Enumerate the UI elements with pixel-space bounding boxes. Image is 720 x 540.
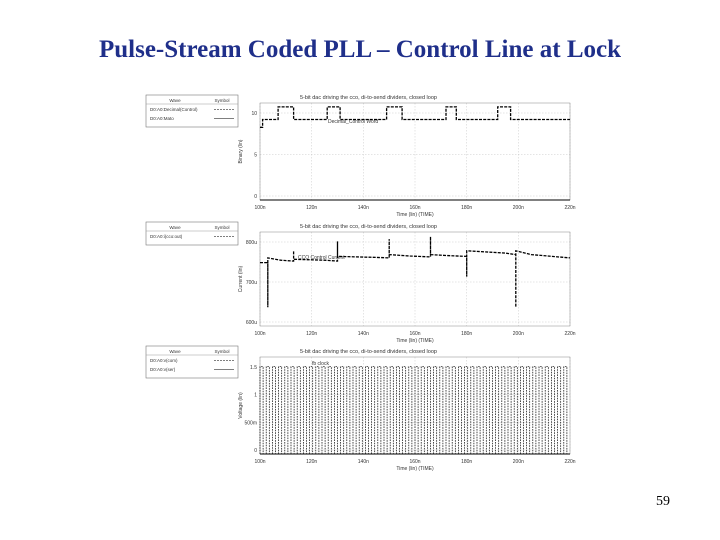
x-tick-label: 120n [306,331,317,337]
legend: Wave Symbol D0:A0:i(cco:out) [145,221,239,246]
x-axis-label: Time (lin) (TIME) [396,466,434,472]
chart-panel-3: Wave Symbol D0:A0:v(com) D0:A0:v(ser) 5-bit … [145,345,576,472]
x-tick-label: 120n [306,205,317,211]
x-tick-label: 160n [409,205,420,211]
y-tick-label: 10 [251,111,257,117]
legend-header-wave: Wave [169,349,181,354]
legend: Wave Symbol D0:A0:v(com) D0:A0:v(ser) [145,345,239,379]
legend-item: D0:A0:v(ser) [150,367,176,372]
series-line-1 [259,366,570,455]
legend-header-wave: Wave [169,98,181,103]
chart-panel-2: Wave Symbol D0:A0:i(cco:out) 5-bit dac driv… [145,221,576,344]
legend-item: D0:A0:i(cco:out) [150,234,183,239]
chart-annotation: fb clock [312,361,329,367]
x-tick-label: 200n [513,205,524,211]
y-tick-label: 800u [246,240,257,246]
legend-header-symbol: Symbol [214,98,229,103]
x-tick-label: 140n [358,459,369,465]
x-axis-label: Time (lin) (TIME) [396,212,434,218]
y-tick-label: 0 [254,448,257,454]
legend-header-symbol: Symbol [214,349,229,354]
legend-header-wave: Wave [169,225,181,230]
chart-panel-1: Wave Symbol D0:A0:Decimal(Control) D0:A0:Ma… [145,94,576,218]
legend-item: D0:A0:Mato [150,116,174,121]
x-tick-label: 120n [306,459,317,465]
y-tick-label: 1 [254,393,257,399]
y-tick-label: 600u [246,320,257,326]
x-tick-label: 100n [254,459,265,465]
x-tick-label: 200n [513,331,524,337]
y-axis-label: Current (lin) [238,265,244,292]
legend-box [145,345,239,379]
x-tick-label: 160n [409,331,420,337]
x-tick-label: 140n [358,205,369,211]
x-tick-label: 220n [564,205,575,211]
chart-annotation: CCO Control Current [298,255,345,261]
x-tick-label: 220n [564,459,575,465]
x-tick-label: 160n [409,459,420,465]
x-axis-label: Time (lin) (TIME) [396,338,434,344]
plot-frame [259,231,571,327]
x-tick-label: 180n [461,205,472,211]
series-line-1 [260,106,570,128]
x-tick-label: 180n [461,331,472,337]
y-tick-label: 700u [246,280,257,286]
chart-title: 5-bit dac driving the cco, di-to-send di… [300,224,437,230]
legend: Wave Symbol D0:A0:Decimal(Control) D0:A0:Ma… [145,94,239,128]
legend-header-symbol: Symbol [214,225,229,230]
legend-item: D0:A0:v(com) [150,358,178,363]
x-tick-label: 200n [513,459,524,465]
legend-item: D0:A0:Decimal(Control) [150,107,198,112]
x-tick-label: 100n [254,205,265,211]
page-number: 59 [656,494,670,509]
x-tick-label: 180n [461,459,472,465]
legend-box [145,221,239,246]
y-tick-label: 1.5 [250,365,257,371]
chart-title: 5-bit dac driving the cco, di-to-send di… [300,95,437,101]
chart-title: 5-bit dac driving the cco, di-to-send di… [300,349,437,355]
slide-title: Pulse-Stream Coded PLL – Control Line at… [98,36,621,63]
x-tick-label: 140n [358,331,369,337]
y-axis-label: Voltage (lin) [238,392,244,419]
y-tick-label: 5 [254,153,257,159]
chart-annotation: Decimal_Control Word [328,119,378,125]
y-axis-label: Binary (lin) [238,139,244,163]
y-tick-label: 500m [244,420,257,426]
series-line-1 [260,236,571,308]
legend-box [145,94,239,128]
y-tick-label: 0 [254,194,257,200]
x-tick-label: 220n [564,331,575,337]
x-tick-label: 100n [254,331,265,337]
